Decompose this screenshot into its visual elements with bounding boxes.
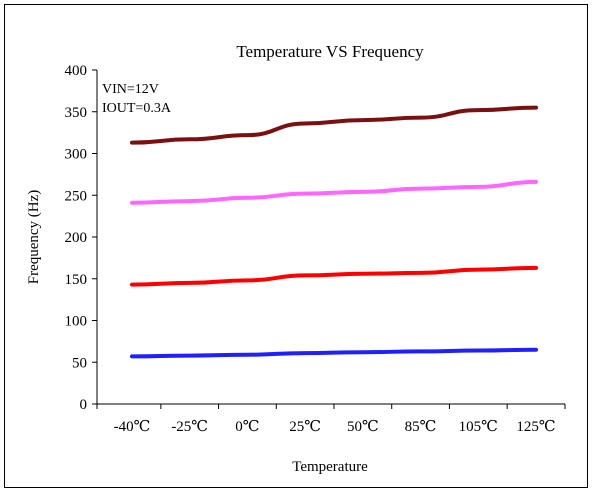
series-line-1 xyxy=(130,105,538,145)
annotation-iout: IOUT=0.3A xyxy=(102,101,172,116)
chart-title: Temperature VS Frequency xyxy=(236,42,424,61)
y-axis-label: Frequency (Hz) xyxy=(26,190,42,285)
series-line-4 xyxy=(130,347,538,359)
y-tick-label: 350 xyxy=(65,105,88,121)
x-tick-label: 25℃ xyxy=(289,419,321,435)
y-tick-label: 250 xyxy=(65,188,88,204)
x-tick-label: -40℃ xyxy=(114,419,151,435)
x-tick-label: 105℃ xyxy=(459,419,498,435)
series-line-2 xyxy=(130,179,538,205)
series-lines xyxy=(130,105,538,359)
x-tick-label: 85℃ xyxy=(405,419,437,435)
annotation-vin: VIN=12V xyxy=(102,82,159,97)
y-tick-label: 100 xyxy=(65,314,88,330)
y-tick-label: 0 xyxy=(80,397,88,413)
chart-frame xyxy=(4,4,588,488)
series-line-3 xyxy=(130,265,538,287)
x-tick-label: -25℃ xyxy=(171,419,208,435)
y-tick-label: 300 xyxy=(65,147,88,163)
x-axis-label: Temperature xyxy=(292,459,368,475)
x-tick-label: 125℃ xyxy=(516,419,555,435)
ticks: 0 50 100 150 200 250 300 350 400 -40℃ -25℃ 0℃ 25℃ 50℃… xyxy=(65,63,566,435)
x-tick-label: 50℃ xyxy=(347,419,379,435)
y-tick-label: 200 xyxy=(65,230,88,246)
x-tick-label: 0℃ xyxy=(235,419,259,435)
y-tick-label: 150 xyxy=(65,272,88,288)
y-tick-label: 400 xyxy=(65,63,88,79)
y-tick-label: 50 xyxy=(72,355,87,371)
